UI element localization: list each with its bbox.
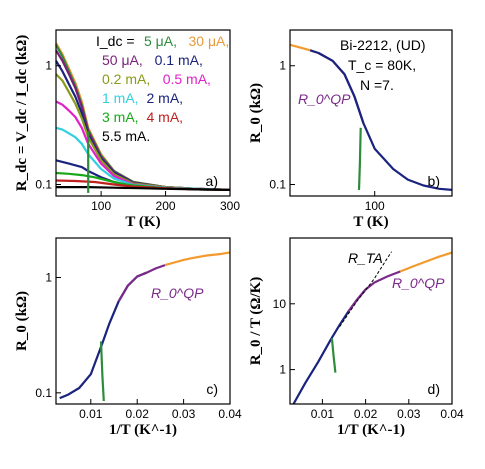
series-line-3	[309, 49, 453, 191]
legend-item: 4 mA,	[147, 109, 184, 125]
chart-panel-2: 100 0.1 1 T (K) R_0 (kΩ) b) Bi-2212, (UD) T_c =…	[248, 29, 453, 230]
x-tick-label: 100	[365, 199, 385, 213]
chart-panel-4: 0.01 0.02 0.03 0.04 1 10 1/T (K^-1) R_0 / T (Ω/…	[248, 237, 464, 438]
chart-annotation: T_c = 80K,	[348, 57, 416, 73]
chart-annotation: R_0^QP	[151, 285, 204, 301]
y-tick-label: 0.1	[35, 386, 52, 400]
x-tick-label: 0.04	[440, 407, 464, 421]
legend-item: 30 μA,	[189, 33, 230, 49]
legend-item: 50 μA,	[102, 52, 143, 68]
x-tick-label: 100	[91, 199, 111, 213]
x-axis-label: 1/T (K^-1)	[109, 422, 177, 438]
legend-item: 0.5 mA,	[163, 71, 211, 87]
legend-item: 5 μA,	[144, 33, 177, 49]
y-axis-label: R_0 / T (Ω/K)	[248, 277, 264, 366]
legend-item: 0.1 mA,	[155, 52, 203, 68]
series-line-4	[99, 341, 105, 402]
chart-annotation: R_TA	[348, 250, 383, 266]
series-line-4	[339, 251, 392, 327]
chart-annotation: Bi-2212, (UD)	[340, 37, 426, 53]
chart-panel-1: 100 200 300 0.1 1 T (K) R_dc = V_dc / I_dc (kΩ…	[14, 29, 240, 230]
panels: 100 200 300 0.1 1 T (K) R_dc = V_dc / I_dc (kΩ…	[14, 29, 464, 438]
series-line-5	[330, 338, 337, 373]
legend-item: 2 mA,	[147, 90, 184, 106]
y-tick-label: 0.1	[269, 177, 286, 191]
y-tick-label: 1	[45, 59, 52, 73]
y-tick-label: 1	[45, 270, 52, 284]
y-tick-label: 1	[279, 363, 286, 377]
legend-item: 1 mA,	[102, 90, 139, 106]
chart-panel-3: 0.01 0.02 0.03 0.04 0.1 1 1/T (K^-1) R_0 (kΩ) c)…	[14, 237, 242, 438]
plot-frame	[55, 237, 231, 405]
x-tick-label: 0.03	[397, 407, 421, 421]
x-tick-label: 0.01	[311, 407, 335, 421]
series-line-1	[292, 288, 367, 405]
x-tick-label: 0.02	[354, 407, 378, 421]
x-axis-label: 1/T (K^-1)	[337, 422, 405, 438]
x-axis-label: T (K)	[125, 214, 160, 230]
panel-label: a)	[206, 173, 218, 189]
plot-frame	[289, 237, 453, 405]
plot-frame	[289, 29, 453, 197]
chart-annotation: N =7.	[360, 77, 394, 93]
panel-label: d)	[428, 381, 440, 397]
legend-item: 5.5 mA.	[102, 128, 150, 144]
x-tick-label: 0.01	[79, 407, 103, 421]
x-tick-label: 0.03	[172, 407, 196, 421]
legend-item: 0.2 mA,	[102, 71, 150, 87]
y-axis-label: R_0 (kΩ)	[14, 291, 30, 351]
x-tick-label: 200	[156, 199, 176, 213]
y-tick-label: 0.1	[35, 177, 52, 191]
y-axis-label: R_dc = V_dc / I_dc (kΩ)	[14, 35, 30, 192]
panel-label: b)	[428, 173, 440, 189]
chart-annotation: R_0^QP	[298, 91, 351, 107]
x-tick-label: 300	[220, 199, 240, 213]
chart-annotation: R_0^QP	[392, 275, 445, 291]
y-axis-label: R_0 (kΩ)	[248, 83, 264, 143]
x-tick-label: 0.02	[126, 407, 150, 421]
series-line-2	[347, 270, 401, 313]
y-tick-label: 10	[273, 297, 287, 311]
x-tick-label: 0.04	[218, 407, 242, 421]
series-line-3	[164, 251, 231, 267]
series-line-3	[399, 251, 453, 273]
legend-item: 3 mA,	[102, 109, 139, 125]
legend-title: I_dc =	[96, 33, 135, 49]
x-axis-label: T (K)	[353, 214, 388, 230]
series-line-2	[117, 264, 166, 302]
series-line-11	[56, 186, 231, 191]
panel-label: c)	[206, 381, 218, 397]
series-line-4	[357, 127, 362, 190]
y-tick-label: 1	[279, 59, 286, 73]
plot-frame	[55, 29, 231, 197]
